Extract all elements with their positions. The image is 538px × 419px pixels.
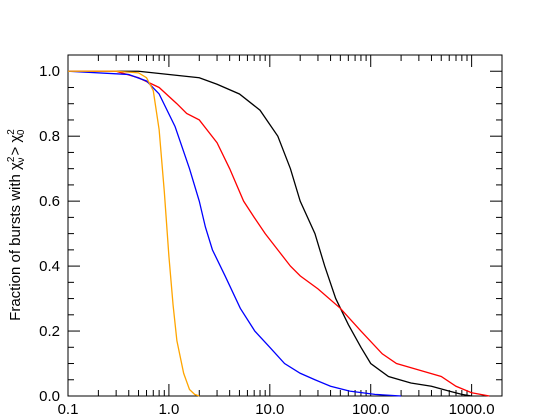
- y-label-sup: 2: [6, 156, 17, 162]
- y-label-sup: 2: [6, 129, 17, 135]
- y-axis-label: Fraction of bursts with χ2ν> χ20: [6, 129, 27, 321]
- y-label-symbol: χ: [7, 135, 24, 143]
- y-tick-label: 0.0: [39, 388, 60, 405]
- y-label-sub: 0: [16, 129, 27, 135]
- y-label-text: Fraction of bursts with: [7, 174, 24, 321]
- y-label-relation: >: [7, 147, 24, 156]
- y-tick-label: 0.2: [39, 323, 60, 340]
- y-tick-label: 0.6: [39, 193, 60, 210]
- x-tick-label: 1000.0: [449, 401, 495, 418]
- series-line: [67, 70, 402, 397]
- series-line: [68, 70, 472, 397]
- series-line: [68, 70, 200, 397]
- y-tick-label: 0.4: [39, 258, 60, 275]
- y-tick-label: 0.8: [39, 128, 60, 145]
- x-tick-label: 1.0: [158, 401, 179, 418]
- y-label-sub: ν: [16, 158, 27, 163]
- series-line: [68, 70, 490, 397]
- y-tick-label: 1.0: [39, 63, 60, 80]
- x-tick-label: 0.1: [58, 401, 79, 418]
- plot-frame: [67, 54, 503, 397]
- x-tick-label: 100.0: [352, 401, 390, 418]
- x-tick-label: 10.0: [255, 401, 284, 418]
- y-label-symbol: χ: [7, 162, 24, 170]
